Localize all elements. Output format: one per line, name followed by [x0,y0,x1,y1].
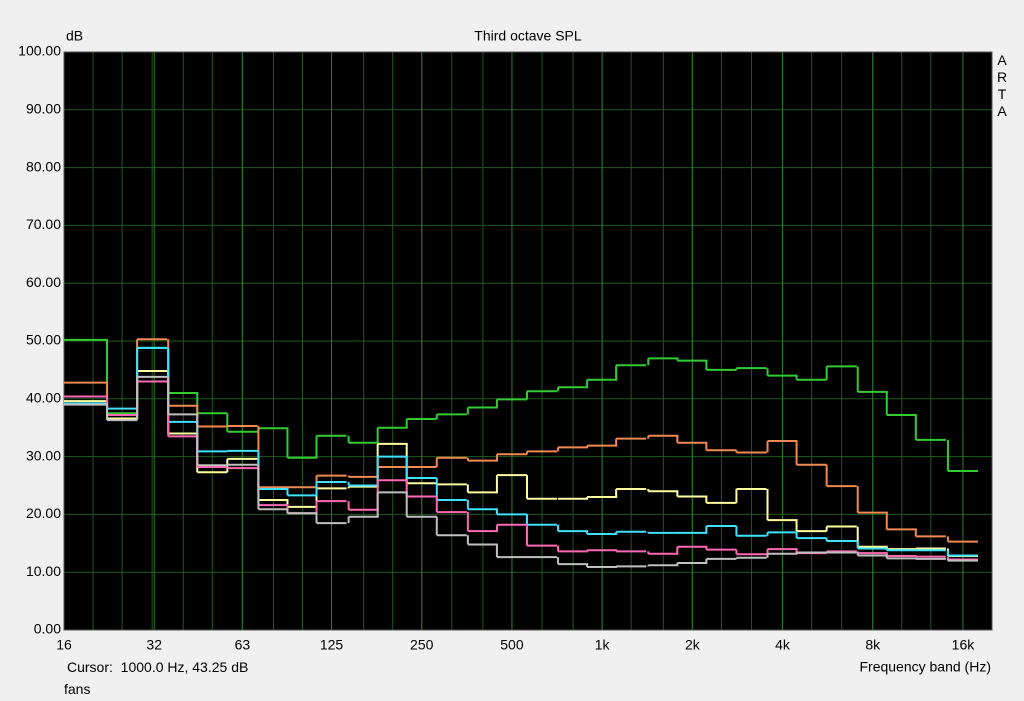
watermark: ARTA [996,52,1008,119]
y-tick-label: 20.00 [26,505,61,521]
y-tick-label: 60.00 [26,274,61,290]
y-tick-label: 70.00 [26,216,61,232]
y-tick-label: 30.00 [26,447,61,463]
cursor-readout: Cursor: 1000.0 Hz, 43.25 dB [67,659,249,675]
x-tick-label: 4k [775,637,791,653]
x-tick-label: 250 [410,637,434,653]
x-tick-label: 32 [146,637,162,653]
plot-frame [63,51,993,631]
y-axis-label: dB [66,28,83,44]
measurement-name: fans [64,681,91,697]
y-tick-label: 10.00 [26,563,61,579]
x-tick-label: 16 [56,637,72,653]
x-tick-label: 8k [865,637,881,653]
x-tick-label: 500 [500,637,524,653]
y-tick-label: 80.00 [26,158,61,174]
y-tick-label: 40.00 [26,390,61,406]
x-axis-label: Frequency band (Hz) [859,659,991,675]
y-tick-label: 90.00 [26,101,61,117]
x-tick-label: 1k [595,637,611,653]
x-tick-label: 16k [952,637,976,653]
x-tick-label: 63 [235,637,251,653]
x-tick-label: 125 [320,637,344,653]
chart-title: Third octave SPL [474,28,582,44]
x-tick-label: 2k [685,637,701,653]
y-tick-label: 0.00 [34,621,61,637]
y-tick-label: 100.00 [18,43,61,59]
y-tick-label: 50.00 [26,332,61,348]
